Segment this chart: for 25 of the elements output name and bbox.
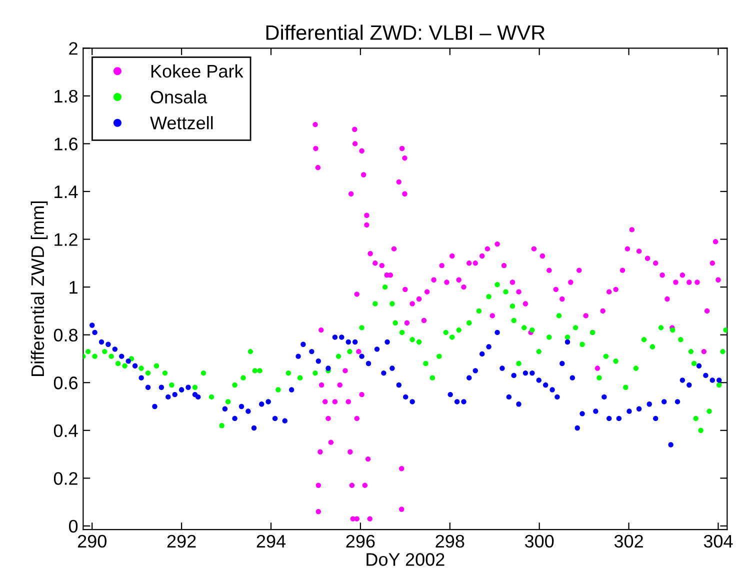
x-tick-label: 296 — [346, 534, 375, 548]
x-tick-label: 300 — [524, 534, 554, 548]
x-tick-label: 290 — [78, 534, 106, 548]
x-tick-label: 294 — [256, 534, 286, 548]
y-tick-label: 0.2 — [54, 472, 78, 485]
y-tick-label: 0.8 — [54, 328, 78, 342]
legend-label: Kokee Park — [151, 64, 244, 78]
y-tick-label: 1.4 — [54, 186, 78, 198]
y-tick-label: 0.6 — [54, 376, 78, 390]
y-tick-label: 1.8 — [54, 90, 78, 103]
y-axis-title: Differential ZWD [mm] — [30, 202, 48, 376]
y-tick-label: 0 — [68, 520, 78, 533]
legend-label: Wettzell — [150, 116, 213, 130]
y-tick-label: 1.6 — [54, 138, 78, 150]
chart-title: Differential ZWD: VLBI – WVR — [266, 24, 545, 40]
y-tick-label: 1.2 — [54, 233, 78, 246]
y-tick-label: 1 — [70, 281, 78, 294]
x-tick-label: 292 — [167, 534, 196, 548]
y-tick-label: 0.4 — [54, 424, 78, 438]
x-tick-label: 298 — [436, 534, 464, 548]
legend-label: Onsala — [150, 90, 208, 104]
y-tick-label: 2 — [69, 42, 78, 55]
x-axis-title: DoY 2002 — [366, 553, 444, 566]
x-tick-label: 302 — [614, 534, 643, 548]
x-tick-label: 304 — [704, 534, 733, 548]
